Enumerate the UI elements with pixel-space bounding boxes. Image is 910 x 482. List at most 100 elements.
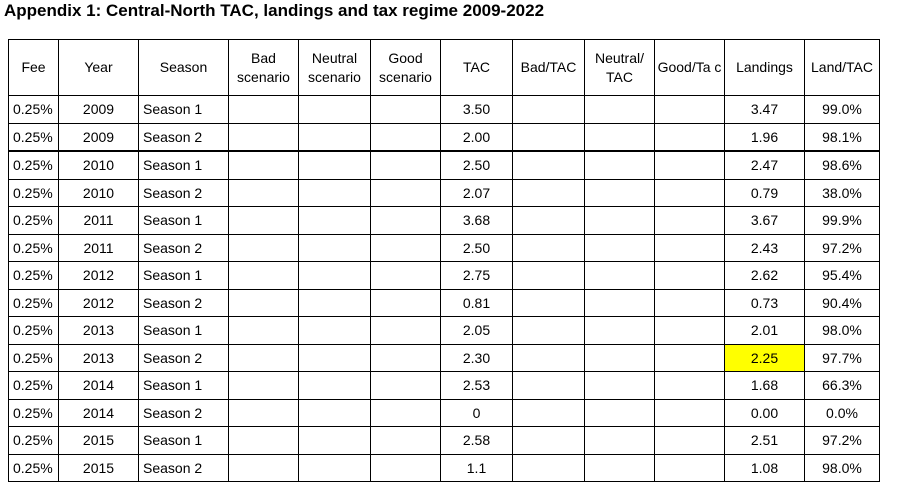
land-tac-cell: 98.6%: [804, 150, 880, 180]
bad-scenario-cell: [228, 316, 299, 345]
good-tac-cell: [654, 150, 725, 180]
year-cell: 2010: [58, 150, 139, 180]
year-cell: 2012: [58, 288, 139, 317]
year-cell: 2014: [58, 371, 139, 400]
good-scenario-cell: [370, 206, 441, 235]
fee-cell: 0.25%: [8, 150, 59, 180]
land-tac-cell: 97.2%: [804, 426, 880, 455]
good-scenario-cell: [370, 371, 441, 400]
tac-cell: 0: [440, 398, 513, 427]
bad-scenario-cell: [228, 343, 299, 372]
header-land-tac: Land/TAC: [804, 39, 880, 96]
neutral-tac-cell: [584, 371, 655, 400]
table-row: 0.25% 2013 Season 2 2.30 2.25 97.7%: [8, 343, 880, 372]
neutral-scenario-cell: [298, 316, 371, 345]
header-neutral-scenario: Neutral scenario: [298, 39, 371, 96]
tac-cell: 1.1: [440, 453, 513, 482]
tac-cell: 2.00: [440, 122, 513, 152]
year-cell: 2011: [58, 233, 139, 262]
landings-cell: 0.00: [724, 398, 805, 427]
landings-cell: 3.47: [724, 95, 805, 124]
neutral-scenario-cell: [298, 206, 371, 235]
table-row: 0.25% 2009 Season 1 3.50 3.47 99.0%: [8, 95, 880, 124]
neutral-scenario-cell: [298, 178, 371, 207]
neutral-tac-cell: [584, 343, 655, 372]
tac-cell: 0.81: [440, 288, 513, 317]
table-row: 0.25% 2013 Season 1 2.05 2.01 98.0%: [8, 316, 880, 345]
tac-cell: 3.68: [440, 206, 513, 235]
year-cell: 2010: [58, 178, 139, 207]
good-scenario-cell: [370, 426, 441, 455]
neutral-tac-cell: [584, 288, 655, 317]
land-tac-cell: 95.4%: [804, 261, 880, 290]
landings-cell: 2.25: [724, 343, 805, 372]
good-tac-cell: [654, 288, 725, 317]
bad-tac-cell: [512, 288, 585, 317]
landings-cell: 2.01: [724, 316, 805, 345]
season-cell: Season 2: [138, 453, 229, 482]
land-tac-cell: 66.3%: [804, 371, 880, 400]
bad-scenario-cell: [228, 122, 299, 152]
tac-cell: 2.07: [440, 178, 513, 207]
bad-scenario-cell: [228, 261, 299, 290]
landings-cell: 1.68: [724, 371, 805, 400]
season-cell: Season 1: [138, 371, 229, 400]
table-row: 0.25% 2010 Season 1 2.50 2.47 98.6%: [8, 150, 880, 180]
header-good-scenario: Good scenario: [370, 39, 441, 96]
bad-tac-cell: [512, 398, 585, 427]
table-row: 0.25% 2015 Season 2 1.1 1.08 98.0%: [8, 453, 880, 482]
table-row: 0.25% 2011 Season 2 2.50 2.43 97.2%: [8, 233, 880, 262]
season-cell: Season 2: [138, 178, 229, 207]
landings-cell: 1.96: [724, 122, 805, 152]
neutral-scenario-cell: [298, 453, 371, 482]
good-tac-cell: [654, 206, 725, 235]
year-cell: 2009: [58, 95, 139, 124]
land-tac-cell: 98.0%: [804, 316, 880, 345]
header-year: Year: [58, 39, 139, 96]
header-season: Season: [138, 39, 229, 96]
landings-cell: 0.79: [724, 178, 805, 207]
good-scenario-cell: [370, 95, 441, 124]
bad-scenario-cell: [228, 398, 299, 427]
good-tac-cell: [654, 95, 725, 124]
table-row: 0.25% 2015 Season 1 2.58 2.51 97.2%: [8, 426, 880, 455]
table-row: 0.25% 2014 Season 1 2.53 1.68 66.3%: [8, 371, 880, 400]
neutral-tac-cell: [584, 150, 655, 180]
neutral-tac-cell: [584, 398, 655, 427]
good-tac-cell: [654, 261, 725, 290]
good-scenario-cell: [370, 122, 441, 152]
header-good-tac: Good/Ta c: [654, 39, 725, 96]
fee-cell: 0.25%: [8, 316, 59, 345]
season-cell: Season 2: [138, 233, 229, 262]
bad-tac-cell: [512, 95, 585, 124]
good-tac-cell: [654, 453, 725, 482]
good-tac-cell: [654, 233, 725, 262]
fee-cell: 0.25%: [8, 398, 59, 427]
neutral-scenario-cell: [298, 122, 371, 152]
bad-tac-cell: [512, 233, 585, 262]
bad-scenario-cell: [228, 95, 299, 124]
season-cell: Season 1: [138, 95, 229, 124]
tac-cell: 2.75: [440, 261, 513, 290]
season-cell: Season 1: [138, 261, 229, 290]
fee-cell: 0.25%: [8, 426, 59, 455]
landings-cell: 2.47: [724, 150, 805, 180]
land-tac-cell: 98.0%: [804, 453, 880, 482]
fee-cell: 0.25%: [8, 288, 59, 317]
season-cell: Season 2: [138, 398, 229, 427]
bad-scenario-cell: [228, 453, 299, 482]
table-row: 0.25% 2012 Season 1 2.75 2.62 95.4%: [8, 261, 880, 290]
land-tac-cell: 99.0%: [804, 95, 880, 124]
land-tac-cell: 38.0%: [804, 178, 880, 207]
bad-scenario-cell: [228, 178, 299, 207]
tac-table: Fee Year Season Bad scenario Neutral sce…: [8, 39, 880, 482]
table-row: 0.25% 2014 Season 2 0 0.00 0.0%: [8, 398, 880, 427]
good-tac-cell: [654, 178, 725, 207]
bad-scenario-cell: [228, 288, 299, 317]
neutral-scenario-cell: [298, 233, 371, 262]
fee-cell: 0.25%: [8, 95, 59, 124]
good-tac-cell: [654, 343, 725, 372]
landings-cell: 2.51: [724, 426, 805, 455]
tac-cell: 2.58: [440, 426, 513, 455]
good-tac-cell: [654, 426, 725, 455]
